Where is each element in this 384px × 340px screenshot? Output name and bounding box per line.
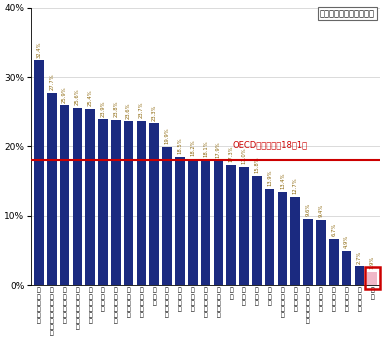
Text: 1.9%: 1.9% (370, 256, 375, 269)
Text: 【大学型高等教育機関】: 【大学型高等教育機関】 (319, 9, 375, 18)
Bar (214, 161, 223, 285)
Bar (354, 266, 364, 285)
Bar (265, 189, 275, 285)
Text: 19.9%: 19.9% (165, 128, 170, 144)
Bar (303, 219, 313, 285)
Text: 17.9%: 17.9% (216, 141, 221, 158)
Text: 23.7%: 23.7% (139, 101, 144, 118)
Text: 17.0%: 17.0% (242, 148, 247, 165)
Text: 18.1%: 18.1% (203, 140, 208, 157)
Text: 6.7%: 6.7% (331, 223, 336, 236)
Bar (290, 197, 300, 285)
Bar (124, 121, 134, 285)
Bar (85, 109, 95, 285)
Bar (252, 175, 262, 285)
Text: 17.3%: 17.3% (228, 146, 234, 162)
Bar (365, 267, 379, 289)
Bar (98, 119, 108, 285)
Text: 25.4%: 25.4% (88, 89, 93, 106)
Bar (239, 167, 249, 285)
Bar (329, 239, 339, 285)
Text: 25.9%: 25.9% (62, 86, 67, 103)
Text: 27.7%: 27.7% (49, 73, 54, 90)
Text: 23.8%: 23.8% (113, 101, 118, 117)
Text: 15.8%: 15.8% (254, 156, 259, 173)
Text: 32.4%: 32.4% (36, 41, 41, 57)
Text: 18.5%: 18.5% (177, 137, 182, 154)
Bar (342, 251, 351, 285)
Text: OECD各国平均：18．1％: OECD各国平均：18．1％ (233, 140, 308, 149)
Text: 2.7%: 2.7% (357, 250, 362, 264)
Text: 23.6%: 23.6% (126, 102, 131, 119)
Text: 13.4%: 13.4% (280, 173, 285, 189)
Bar (73, 107, 82, 285)
Bar (226, 165, 236, 285)
Bar (137, 121, 146, 285)
Bar (162, 147, 172, 285)
Text: 23.9%: 23.9% (101, 100, 106, 117)
Bar (111, 120, 121, 285)
Bar (316, 220, 326, 285)
Bar (47, 93, 56, 285)
Text: 18.2%: 18.2% (190, 139, 195, 156)
Text: 13.9%: 13.9% (267, 169, 272, 186)
Bar (175, 157, 185, 285)
Text: 4.9%: 4.9% (344, 235, 349, 248)
Bar (188, 159, 197, 285)
Bar (149, 123, 159, 285)
Text: 9.4%: 9.4% (318, 204, 323, 217)
Bar (278, 192, 287, 285)
Bar (34, 61, 44, 285)
Bar (201, 159, 210, 285)
Text: 12.7%: 12.7% (293, 177, 298, 194)
Bar (367, 272, 377, 285)
Text: 25.6%: 25.6% (75, 88, 80, 105)
Bar (60, 105, 70, 285)
Text: 9.6%: 9.6% (306, 203, 311, 216)
Text: 23.3%: 23.3% (152, 104, 157, 121)
